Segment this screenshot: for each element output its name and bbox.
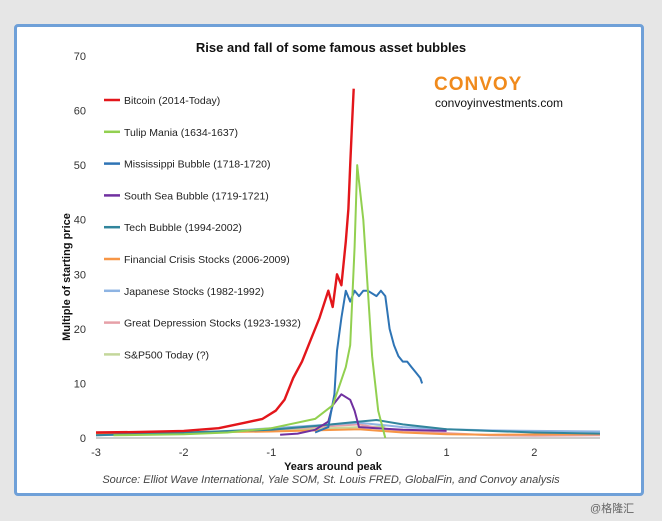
y-tick-label: 50 — [74, 160, 86, 172]
x-tick-label: 2 — [531, 447, 537, 459]
y-tick-label: 30 — [74, 269, 86, 281]
legend-entry-tech: Tech Bubble (1994-2002) — [124, 222, 242, 234]
x-tick-label: 0 — [356, 447, 362, 459]
x-tick-label: -1 — [266, 447, 276, 459]
y-tick-label: 60 — [74, 106, 86, 118]
legend-entry-sp500: S&P500 Today (?) — [124, 349, 209, 361]
legend-entry-bitcoin: Bitcoin (2014-Today) — [124, 95, 220, 107]
series-group — [95, 88, 601, 439]
source-note: Source: Elliot Wave International, Yale … — [102, 474, 560, 486]
y-tick-label: 10 — [74, 378, 86, 390]
brand-logo: CONVOY — [434, 74, 523, 95]
y-tick-label: 40 — [74, 215, 86, 227]
y-axis-label: Multiple of starting price — [61, 213, 73, 341]
series-line-tulip — [113, 164, 387, 439]
legend-entry-southsea: South Sea Bubble (1719-1721) — [124, 190, 269, 202]
legend-entry-tulip: Tulip Mania (1634-1637) — [124, 127, 238, 139]
series-line-tech — [95, 419, 601, 437]
series-line-bitcoin — [95, 88, 355, 434]
y-tick-label: 70 — [74, 51, 86, 63]
legend-entry-financial: Financial Crisis Stocks (2006-2009) — [124, 254, 290, 266]
series-line-mississippi — [314, 289, 424, 434]
x-tick-label: 1 — [444, 447, 450, 459]
legend-entry-depression: Great Depression Stocks (1923-1932) — [124, 318, 301, 330]
series-line-southsea — [280, 393, 447, 436]
chart-title: Rise and fall of some famous asset bubbl… — [195, 40, 467, 55]
y-tick-label: 20 — [74, 324, 86, 336]
x-axis-label: Years around peak — [284, 461, 383, 473]
x-tick-label: -2 — [179, 447, 189, 459]
legend-entry-japanese: Japanese Stocks (1982-1992) — [124, 286, 264, 298]
legend: Bitcoin (2014-Today) Tulip Mania (1634-16… — [104, 95, 301, 361]
legend-entry-mississippi: Mississippi Bubble (1718-1720) — [124, 159, 271, 171]
y-tick-label: 0 — [80, 433, 86, 445]
x-tick-label: -3 — [91, 447, 101, 459]
brand-url: convoyinvestments.com — [435, 96, 564, 110]
watermark: @格隆汇 — [590, 503, 635, 515]
